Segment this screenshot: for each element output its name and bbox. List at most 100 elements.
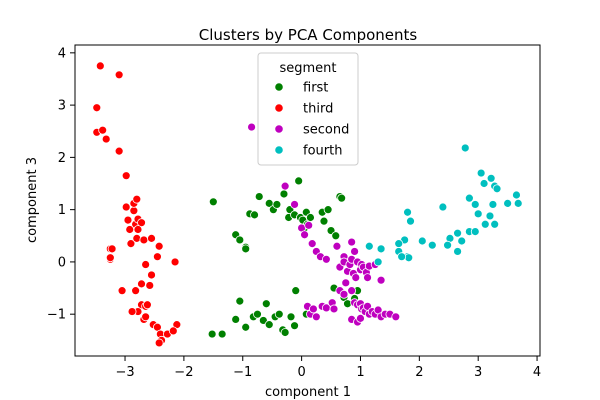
plot-frame <box>74 44 541 357</box>
y-tick-label: 1 <box>58 203 66 218</box>
point-first-36 <box>258 316 268 325</box>
point-second-32 <box>341 278 351 288</box>
x-tick-label: 1 <box>356 365 364 380</box>
point-fourth-16 <box>490 219 500 229</box>
point-third-16 <box>125 225 135 234</box>
x-tick-label: −2 <box>174 365 193 380</box>
point-fourth-35 <box>364 241 374 251</box>
point-first-4 <box>241 244 251 254</box>
point-third-39 <box>127 307 137 316</box>
point-first-42 <box>280 328 290 337</box>
point-third-6 <box>114 146 124 156</box>
point-third-18 <box>126 239 136 249</box>
y-tick-label: 3 <box>58 99 66 114</box>
point-fourth-12 <box>438 202 448 212</box>
point-fourth-7 <box>470 200 480 209</box>
point-third-4 <box>98 125 108 135</box>
y-tick-label: 4 <box>58 46 66 61</box>
x-axis-label: component 1 <box>265 385 351 400</box>
point-first-15 <box>294 176 304 186</box>
legend-marker-third <box>274 103 284 113</box>
point-third-15 <box>137 218 146 228</box>
point-first-45 <box>291 286 301 296</box>
point-first-30 <box>217 329 227 339</box>
legend-box <box>257 52 359 166</box>
y-tick-label: 0 <box>58 255 66 270</box>
point-first-0 <box>208 197 218 207</box>
point-fourth-13 <box>473 209 483 219</box>
point-first-23 <box>323 205 333 215</box>
point-fourth-24 <box>427 240 437 250</box>
legend-marker-second <box>274 124 284 134</box>
point-second-48 <box>391 312 401 322</box>
x-tick-label: 0 <box>297 365 305 380</box>
point-fourth-22 <box>443 240 452 250</box>
legend-marker-fourth <box>274 145 284 155</box>
x-tick-label: 4 <box>533 365 541 380</box>
point-third-0 <box>95 61 105 71</box>
point-fourth-33 <box>397 252 407 262</box>
point-second-51 <box>308 304 318 314</box>
point-third-20 <box>139 235 149 245</box>
point-fourth-5 <box>492 184 502 194</box>
point-second-31 <box>339 289 349 299</box>
point-first-40 <box>274 309 284 319</box>
point-fourth-26 <box>403 207 412 217</box>
point-first-43 <box>286 312 296 322</box>
legend-marker-first <box>274 82 284 92</box>
point-first-21 <box>306 213 315 222</box>
point-third-33 <box>117 286 127 296</box>
point-third-5 <box>101 134 111 144</box>
point-fourth-34 <box>376 244 386 254</box>
point-first-10 <box>272 200 282 209</box>
point-first-35 <box>253 309 262 319</box>
x-axis: −3 −2 −1 0 1 2 3 4 <box>115 356 541 380</box>
point-first-33 <box>241 322 251 332</box>
point-fourth-19 <box>453 228 462 238</box>
point-second-26 <box>363 273 372 283</box>
scatter-marks <box>92 61 523 348</box>
point-third-23 <box>153 252 162 262</box>
point-third-31 <box>145 281 155 290</box>
point-first-32 <box>235 296 245 306</box>
point-fourth-23 <box>453 247 462 256</box>
point-first-28 <box>331 231 341 241</box>
legend-label-fourth: fourth <box>303 144 342 159</box>
point-third-1 <box>114 70 124 80</box>
x-tick-label: −1 <box>233 365 252 380</box>
point-second-56 <box>329 304 339 314</box>
point-first-24 <box>319 216 329 226</box>
point-second-20 <box>351 273 361 283</box>
point-fourth-2 <box>479 179 489 188</box>
point-fourth-14 <box>485 211 495 221</box>
point-fourth-3 <box>486 173 496 183</box>
y-axis: −1 0 1 2 3 4 <box>47 46 75 323</box>
legend-label-third: third <box>303 102 333 117</box>
point-second-12 <box>347 237 357 247</box>
point-second-2 <box>290 200 299 209</box>
legend-title: segment <box>279 61 336 76</box>
point-second-0 <box>247 122 256 132</box>
point-fourth-29 <box>394 239 404 249</box>
point-third-21 <box>147 233 156 243</box>
legend-label-first: first <box>303 81 328 96</box>
point-fourth-27 <box>406 216 415 226</box>
point-fourth-8 <box>488 200 498 209</box>
point-second-52 <box>311 312 321 322</box>
point-first-37 <box>261 299 271 309</box>
point-third-8 <box>121 202 131 212</box>
point-first-6 <box>250 210 259 220</box>
point-first-7 <box>254 192 264 201</box>
point-second-13 <box>350 247 359 256</box>
legend-entries: first third second fourth <box>274 81 349 159</box>
point-first-38 <box>264 320 274 330</box>
point-fourth-10 <box>512 190 521 200</box>
point-second-33 <box>347 286 357 296</box>
point-third-22 <box>154 241 164 251</box>
point-third-26 <box>107 244 117 254</box>
point-fourth-0 <box>460 143 470 153</box>
point-first-31 <box>231 315 241 324</box>
point-third-12 <box>123 215 133 225</box>
point-third-11 <box>132 194 142 204</box>
